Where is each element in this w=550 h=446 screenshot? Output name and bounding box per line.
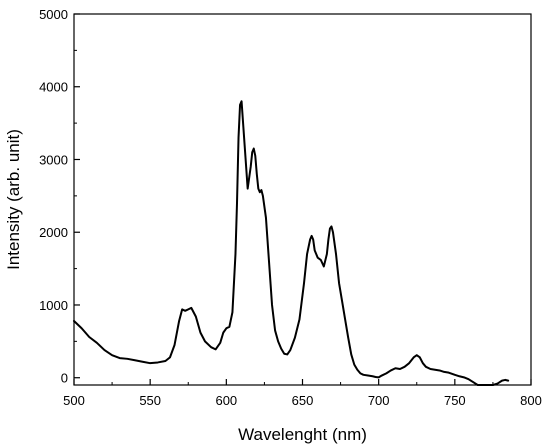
- plot-frame: [73, 13, 532, 386]
- tick-labels: 500 550 600 650 700 750 800 0 1000 2000 3000 4000 50…: [39, 7, 542, 408]
- x-tick-label: 650: [292, 393, 314, 408]
- y-axis-title: Intensity (arb. unit): [4, 129, 23, 270]
- x-tick-label: 700: [368, 393, 390, 408]
- x-tick-label: 750: [444, 393, 466, 408]
- y-tick-label: 5000: [39, 7, 68, 22]
- minor-ticks: [74, 49, 494, 385]
- intensity-series-line: [73, 100, 510, 386]
- x-tick-label: 550: [139, 393, 161, 408]
- x-axis-title: Wavelenght (nm): [238, 425, 367, 444]
- y-tick-label: 2000: [39, 225, 68, 240]
- x-tick-label: 500: [63, 393, 85, 408]
- x-tick-label: 600: [215, 393, 237, 408]
- y-tick-label: 4000: [39, 80, 68, 95]
- y-tick-label: 3000: [39, 152, 68, 167]
- x-tick-label: 800: [520, 393, 542, 408]
- major-ticks: [73, 13, 532, 385]
- y-tick-label: 0: [61, 371, 68, 386]
- y-tick-label: 1000: [39, 298, 68, 313]
